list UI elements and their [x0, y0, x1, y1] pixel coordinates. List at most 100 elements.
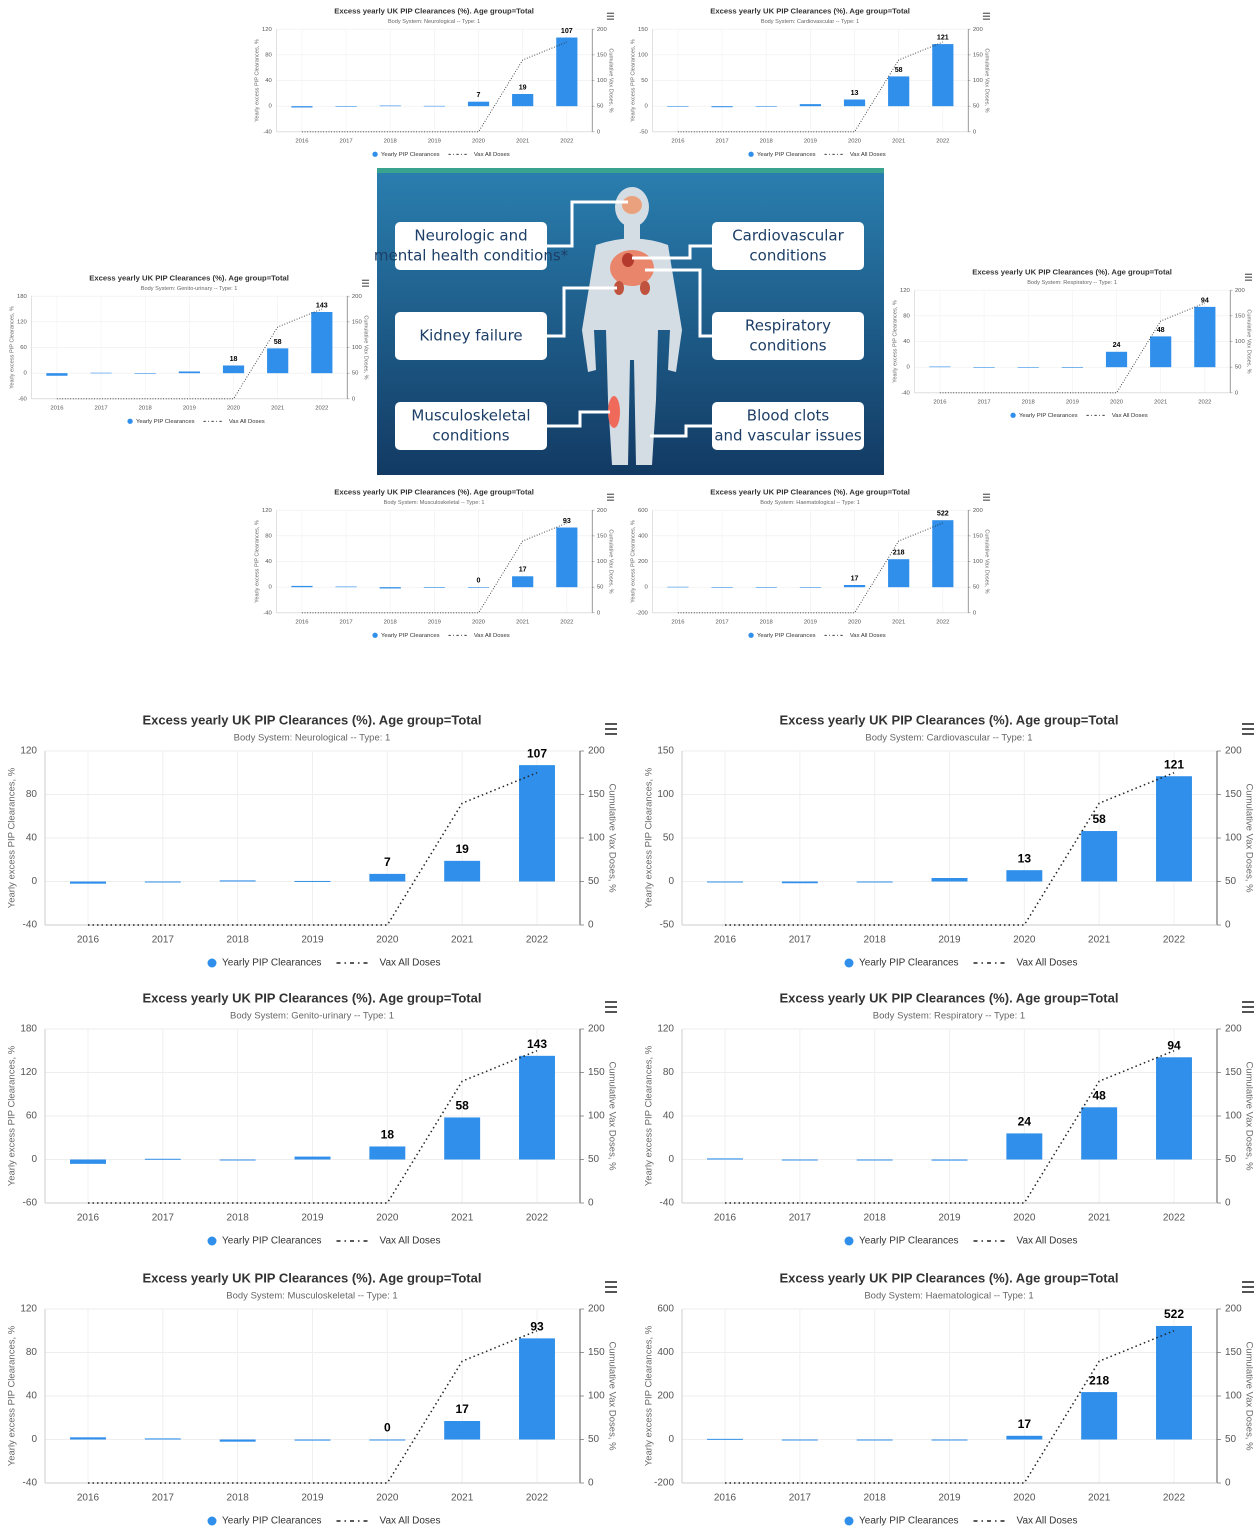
data-label: 522 — [937, 510, 949, 518]
x-tick-label: 2022 — [315, 405, 328, 411]
x-tick-label: 2021 — [1088, 1493, 1111, 1504]
label-box — [712, 222, 864, 270]
y2-tick-label: 50 — [1225, 876, 1237, 887]
y-tick-label: 0 — [645, 104, 649, 110]
y-tick-label: 80 — [26, 789, 38, 800]
label-text: mental health conditions* — [374, 247, 569, 265]
bar — [519, 765, 555, 882]
x-tick-label: 2020 — [1013, 935, 1036, 946]
bar — [931, 1159, 968, 1161]
bar — [932, 520, 954, 588]
bar — [856, 881, 893, 883]
x-tick-label: 2021 — [516, 138, 529, 144]
bar — [888, 559, 910, 588]
legend-label: Yearly PIP Clearances — [859, 1236, 959, 1247]
y-tick-label: 0 — [24, 371, 28, 377]
line-series — [725, 1330, 1175, 1484]
legend-label: Vax All Doses — [1017, 1516, 1078, 1527]
x-tick-label: 2016 — [671, 138, 685, 144]
line-series — [677, 522, 943, 614]
data-label: 93 — [563, 517, 571, 525]
y-tick-label: -200 — [654, 1478, 674, 1489]
x-tick-label: 2022 — [936, 619, 949, 625]
y2-tick-label: 100 — [588, 833, 605, 844]
label-box — [395, 312, 547, 360]
x-tick-label: 2019 — [301, 935, 324, 946]
x-tick-label: 2017 — [340, 138, 353, 144]
y-tick-label: -200 — [636, 610, 649, 616]
y2-tick-label: 150 — [973, 533, 984, 539]
brain — [622, 196, 642, 214]
bar — [423, 105, 445, 107]
x-tick-label: 2020 — [472, 138, 486, 144]
y2-tick-label: 150 — [1225, 789, 1242, 800]
x-tick-label: 2019 — [301, 1493, 324, 1504]
bar — [219, 880, 256, 882]
x-tick-label: 2016 — [933, 399, 947, 405]
y2-axis-title: Cumulative Vax Doses, % — [608, 48, 614, 112]
y-tick-label: 0 — [645, 585, 649, 591]
data-label: 218 — [1089, 1373, 1109, 1387]
x-tick-label: 2016 — [714, 1493, 737, 1504]
x-tick-label: 2020 — [848, 619, 862, 625]
label-box — [395, 402, 547, 450]
y2-axis-title: Cumulative Vax Doses, % — [606, 1341, 617, 1451]
line-series — [725, 772, 1175, 926]
legend-label: Yearly PIP Clearances — [222, 1516, 322, 1527]
x-tick-label: 2020 — [376, 1213, 399, 1224]
y2-tick-label: 100 — [588, 1111, 605, 1122]
connectors — [547, 200, 712, 438]
y2-axis-title: Cumulative Vax Doses, % — [1243, 783, 1254, 893]
bar — [856, 1439, 893, 1441]
data-label: 7 — [384, 855, 391, 869]
y2-tick-label: 150 — [588, 1347, 605, 1358]
data-label: 58 — [1092, 812, 1106, 826]
y2-tick-label: 50 — [588, 1154, 600, 1165]
y-tick-label: 0 — [269, 585, 273, 591]
y-tick-label: 400 — [657, 1347, 674, 1358]
y-tick-label: 120 — [20, 746, 37, 757]
bar — [444, 1117, 481, 1160]
bar — [144, 881, 181, 883]
legend-symbol — [844, 1516, 854, 1526]
y2-tick-label: 150 — [1235, 313, 1246, 319]
y-axis-title: Yearly excess PIP Clearances, % — [644, 1045, 655, 1186]
y-axis-title: Yearly excess PIP Clearances, % — [631, 520, 637, 603]
chart: Excess yearly UK PIP Clearances (%). Age… — [7, 990, 618, 1246]
legend-label: Yearly PIP Clearances — [381, 633, 440, 639]
bar — [379, 587, 401, 589]
y2-tick-label: 0 — [588, 1478, 594, 1489]
bar — [1156, 1057, 1192, 1160]
y2-tick-label: 100 — [1225, 833, 1242, 844]
chart-subtitle: Body System: Haematological -- Type: 1 — [864, 1291, 1033, 1302]
bar — [781, 1159, 818, 1161]
legend-symbol — [844, 958, 854, 968]
chart-subtitle: Body System: Respiratory -- Type: 1 — [873, 1011, 1025, 1022]
x-tick-label: 2018 — [227, 935, 250, 946]
data-label: 17 — [519, 566, 527, 574]
bar — [843, 585, 866, 588]
y-tick-label: 150 — [638, 27, 649, 33]
label-text: Kidney failure — [419, 327, 522, 345]
bar — [781, 1439, 818, 1441]
y2-tick-label: 200 — [597, 27, 608, 33]
data-label: 218 — [893, 549, 905, 557]
y2-tick-label: 0 — [597, 129, 601, 135]
chart: Excess yearly UK PIP Clearances (%). Age… — [10, 274, 370, 425]
bar — [707, 881, 743, 883]
infographic: Neurologic and mental health conditions* K… — [374, 168, 884, 475]
x-tick-label: 2022 — [1198, 399, 1211, 405]
legend-label: Vax All Doses — [380, 1236, 441, 1247]
chart-subtitle: Body System: Neurological -- Type: 1 — [388, 19, 480, 25]
y2-tick-label: 100 — [1225, 1111, 1242, 1122]
bar — [667, 106, 689, 107]
chart-subtitle: Body System: Genito-urinary -- Type: 1 — [230, 1011, 394, 1022]
line-series — [88, 1050, 538, 1204]
x-tick-label: 2019 — [804, 138, 817, 144]
y-axis-title: Yearly excess PIP Clearances, % — [893, 300, 899, 383]
data-label: 7 — [477, 91, 481, 99]
bar — [755, 587, 777, 588]
x-tick-label: 2018 — [760, 138, 774, 144]
x-tick-label: 2018 — [384, 138, 398, 144]
y-tick-label: 120 — [20, 1304, 37, 1315]
